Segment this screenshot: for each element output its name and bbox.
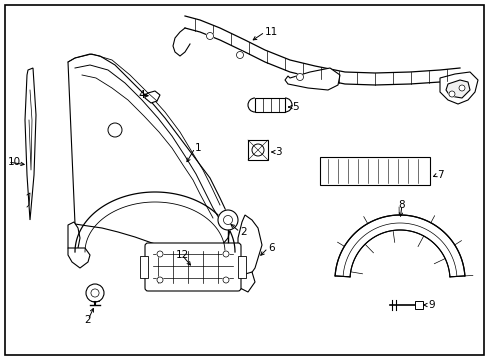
Circle shape: [223, 277, 228, 283]
Circle shape: [223, 251, 228, 257]
Circle shape: [448, 91, 454, 97]
Bar: [319, 157, 429, 185]
Text: 3: 3: [274, 147, 281, 157]
Circle shape: [157, 251, 163, 257]
Bar: [247, 140, 267, 160]
Circle shape: [223, 216, 232, 225]
Text: 12: 12: [175, 250, 188, 260]
Circle shape: [236, 51, 243, 59]
Circle shape: [157, 277, 163, 283]
Text: 2: 2: [240, 227, 246, 237]
Circle shape: [86, 284, 104, 302]
Circle shape: [251, 144, 264, 156]
Text: 5: 5: [291, 102, 298, 112]
Circle shape: [91, 289, 99, 297]
Polygon shape: [439, 72, 477, 104]
Circle shape: [218, 210, 238, 230]
Polygon shape: [334, 215, 464, 277]
Bar: [238, 256, 245, 278]
Bar: [414, 301, 422, 309]
Text: 10: 10: [8, 157, 21, 167]
Circle shape: [206, 32, 213, 40]
Polygon shape: [238, 215, 262, 278]
Polygon shape: [25, 68, 36, 220]
Polygon shape: [238, 272, 254, 292]
Text: 11: 11: [264, 27, 278, 37]
Circle shape: [108, 123, 122, 137]
Text: 6: 6: [267, 243, 274, 253]
Text: 8: 8: [398, 200, 405, 210]
Text: 1: 1: [195, 143, 201, 153]
Bar: [254, 98, 285, 112]
Polygon shape: [145, 91, 160, 103]
Text: 9: 9: [427, 300, 434, 310]
Polygon shape: [68, 54, 229, 252]
Polygon shape: [285, 68, 339, 90]
Circle shape: [458, 85, 464, 91]
Text: 4: 4: [138, 90, 144, 100]
Circle shape: [296, 73, 303, 81]
Polygon shape: [445, 80, 469, 98]
Text: 7: 7: [436, 170, 443, 180]
Polygon shape: [68, 222, 80, 252]
Polygon shape: [68, 248, 90, 268]
Bar: [140, 256, 148, 278]
Text: 2: 2: [84, 315, 91, 325]
FancyBboxPatch shape: [145, 243, 241, 291]
